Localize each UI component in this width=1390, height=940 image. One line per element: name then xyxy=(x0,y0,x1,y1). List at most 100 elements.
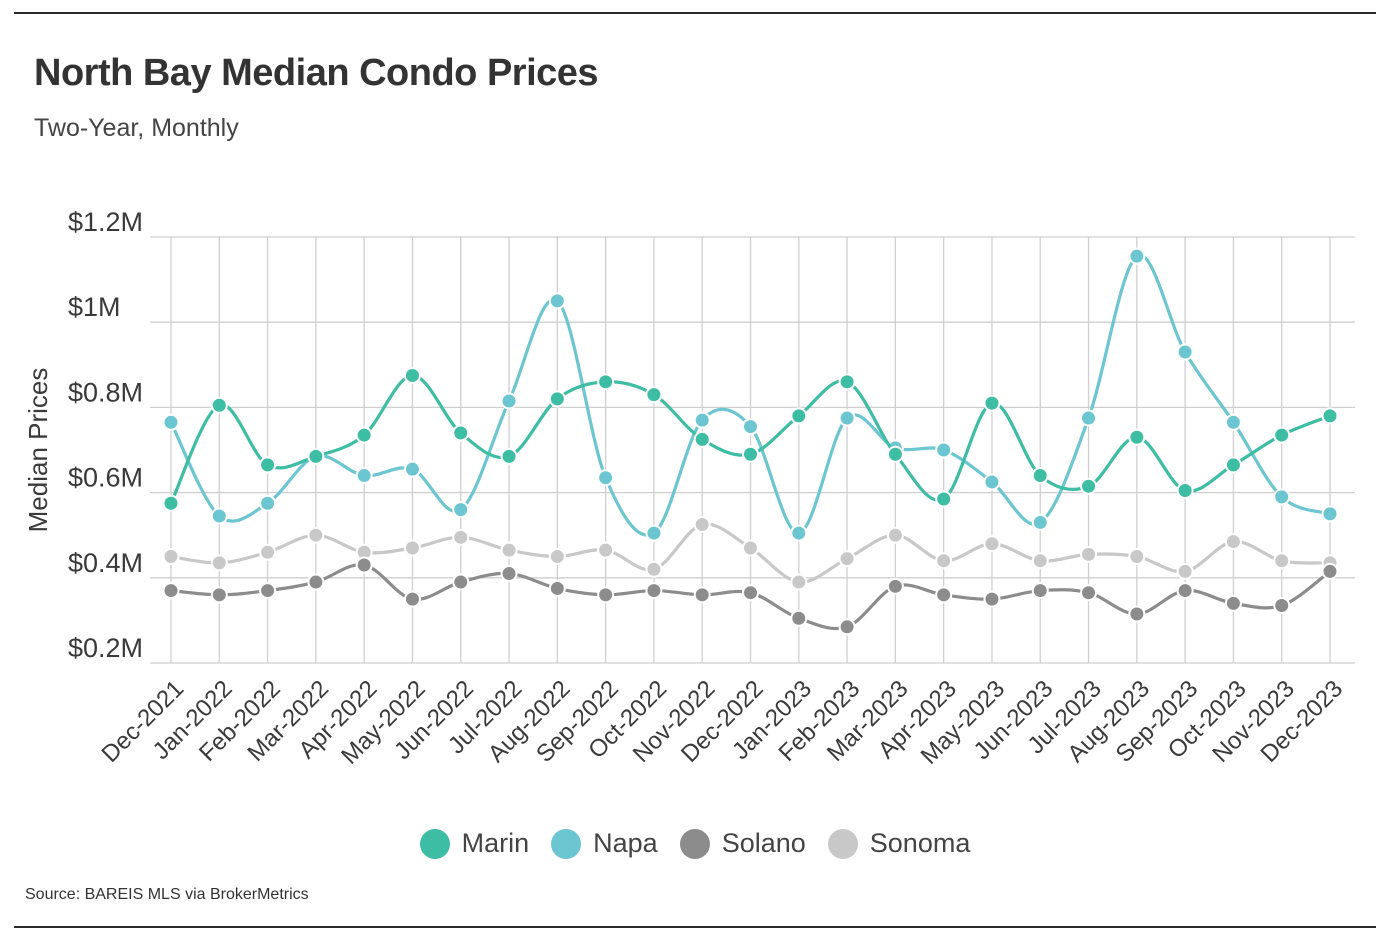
data-point-napa xyxy=(1273,488,1291,506)
data-point-marin xyxy=(452,424,470,442)
data-point-solano xyxy=(500,565,518,583)
data-point-marin xyxy=(742,445,759,463)
y-tick-label: $1M xyxy=(68,292,121,322)
data-point-sonoma xyxy=(452,528,470,546)
data-point-napa xyxy=(935,441,953,459)
data-point-solano xyxy=(983,590,1001,608)
data-point-sonoma xyxy=(693,516,711,534)
legend-label: Solano xyxy=(721,828,806,858)
data-point-sonoma xyxy=(403,539,421,557)
data-point-marin xyxy=(1176,481,1194,499)
data-point-napa xyxy=(162,413,180,431)
data-point-sonoma xyxy=(1080,545,1098,563)
data-point-napa xyxy=(1224,413,1242,431)
data-point-sonoma xyxy=(742,539,759,557)
data-point-napa xyxy=(645,524,663,542)
data-point-sonoma xyxy=(307,526,325,544)
data-point-marin xyxy=(645,386,663,404)
data-point-solano xyxy=(1273,596,1291,614)
data-point-napa xyxy=(742,418,759,436)
data-point-sonoma xyxy=(162,548,180,565)
data-point-napa xyxy=(210,507,228,525)
chart-title: North Bay Median Condo Prices xyxy=(34,52,599,94)
legend-swatch xyxy=(827,828,858,859)
legend-item-sonoma: Sonoma xyxy=(827,828,971,859)
data-point-napa xyxy=(790,524,808,542)
data-point-marin xyxy=(210,396,228,414)
data-point-marin xyxy=(693,430,711,448)
y-tick-label: $0.4M xyxy=(68,548,143,578)
data-point-marin xyxy=(597,373,615,391)
data-point-marin xyxy=(1080,477,1098,495)
data-point-marin xyxy=(790,407,808,425)
data-point-sonoma xyxy=(1128,548,1146,565)
data-point-sonoma xyxy=(597,541,615,559)
data-point-napa xyxy=(1080,409,1098,427)
data-point-marin xyxy=(1031,467,1049,485)
data-point-napa xyxy=(1128,247,1146,265)
y-tick-label: $0.8M xyxy=(68,377,143,407)
data-point-solano xyxy=(210,586,228,604)
legend-item-napa: Napa xyxy=(551,828,658,859)
data-point-solano xyxy=(403,590,421,608)
data-point-marin xyxy=(307,447,325,465)
data-point-solano xyxy=(693,586,711,604)
data-point-sonoma xyxy=(838,550,856,568)
data-point-solano xyxy=(548,579,566,597)
data-point-napa xyxy=(597,469,615,487)
data-point-napa xyxy=(693,411,711,429)
data-point-sonoma xyxy=(500,541,518,559)
data-point-solano xyxy=(259,582,277,600)
data-point-napa xyxy=(983,473,1001,491)
data-point-solano xyxy=(597,586,615,604)
legend-label: Napa xyxy=(593,828,658,858)
data-point-solano xyxy=(1176,582,1194,600)
data-point-solano xyxy=(1080,584,1098,602)
data-point-solano xyxy=(742,584,759,602)
data-point-marin xyxy=(548,390,566,408)
data-point-sonoma xyxy=(210,554,228,572)
data-point-marin xyxy=(162,494,180,512)
legend-label: Marin xyxy=(461,828,530,858)
data-point-solano xyxy=(935,586,953,604)
data-point-solano xyxy=(1128,605,1146,623)
data-point-marin xyxy=(259,456,277,474)
data-point-sonoma xyxy=(1031,552,1049,570)
data-point-napa xyxy=(838,409,856,427)
legend-label: Sonoma xyxy=(869,828,971,858)
data-point-solano xyxy=(886,577,904,595)
data-point-solano xyxy=(452,573,470,591)
data-point-napa xyxy=(403,460,421,478)
data-point-sonoma xyxy=(1176,562,1194,580)
data-point-solano xyxy=(1321,562,1339,580)
legend-item-solano: Solano xyxy=(679,828,806,859)
chart-subtitle: Two-Year, Monthly xyxy=(34,114,239,142)
data-point-sonoma xyxy=(1273,552,1291,570)
data-point-sonoma xyxy=(548,548,566,565)
data-point-marin xyxy=(983,394,1001,412)
data-point-napa xyxy=(259,494,277,512)
data-point-solano xyxy=(838,618,856,636)
legend: Marin Napa Solano Sonoma xyxy=(0,828,1390,859)
y-tick-label: $1.2M xyxy=(68,207,143,237)
bottom-rule xyxy=(14,926,1376,928)
data-point-sonoma xyxy=(1224,533,1242,551)
data-point-sonoma xyxy=(983,535,1001,553)
data-point-marin xyxy=(1273,426,1291,444)
legend-swatch xyxy=(551,828,582,859)
y-axis-label: Median Prices xyxy=(23,368,53,533)
data-point-solano xyxy=(645,582,663,600)
data-point-solano xyxy=(307,573,325,591)
data-point-sonoma xyxy=(259,543,277,561)
legend-swatch xyxy=(419,828,450,859)
data-point-napa xyxy=(548,292,566,310)
data-point-solano xyxy=(355,556,373,574)
legend-item-marin: Marin xyxy=(419,828,530,859)
data-point-sonoma xyxy=(790,573,808,591)
data-point-sonoma xyxy=(645,560,663,578)
data-point-solano xyxy=(162,582,180,600)
data-point-napa xyxy=(1176,343,1194,361)
data-point-marin xyxy=(500,447,518,465)
data-point-marin xyxy=(935,490,953,508)
